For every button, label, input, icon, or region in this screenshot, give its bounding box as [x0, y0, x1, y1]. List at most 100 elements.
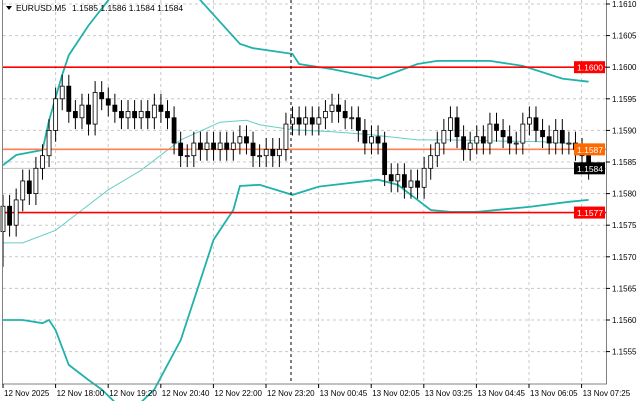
resistance-price-badge [574, 61, 605, 74]
bear-candle [165, 111, 170, 119]
bear-candle [250, 142, 256, 157]
bear-candle [119, 111, 124, 119]
y-tick-label: 1.1575 [612, 221, 637, 230]
bull-candle [276, 148, 282, 157]
x-tick-label: 13 Nov 03:25 [425, 389, 473, 398]
ohlc-values: 1.1585 1.1586 1.1584 1.1584 [72, 3, 183, 13]
bear-candle [224, 142, 230, 150]
x-tick-label: 12 Nov 19:20 [109, 389, 157, 398]
bull-candle [263, 148, 269, 157]
bear-candle [415, 180, 420, 188]
bear-candle [197, 142, 203, 150]
bull-candle [230, 142, 236, 150]
y-tick-label: 1.1555 [612, 348, 637, 357]
bear-candle [375, 136, 381, 144]
pivot-price-badge [574, 143, 605, 156]
bear-candle [86, 104, 91, 125]
bear-candle [494, 123, 499, 131]
bull-candle [487, 123, 493, 144]
y-tick-label: 1.1605 [612, 32, 637, 41]
bull-candle [79, 104, 85, 119]
price-axis[interactable]: 1.1610 1.1605 1.1600 1.1595 1.1590 1.1585 1.15… [606, 0, 637, 357]
bull-candle [53, 98, 59, 131]
bid-price-badge [574, 162, 605, 175]
x-tick-label: 13 Nov 06:05 [530, 389, 578, 398]
bear-candle [336, 104, 341, 112]
bull-candle [13, 199, 19, 226]
bull-candle [329, 104, 335, 112]
y-tick-label: 1.1565 [612, 284, 637, 293]
bull-candle [349, 117, 355, 120]
bear-candle [355, 117, 361, 131]
bull-candle [92, 92, 98, 125]
bid-price-label: 1.1584 [577, 164, 603, 174]
bollinger-upper-line [2, 0, 589, 166]
bear-candle [461, 136, 467, 150]
level-labels: 1.1600 1.1587 1.1584 1.1577 [574, 61, 605, 219]
x-tick-label: 12 Nov 23:20 [267, 389, 315, 398]
pivot-price-label: 1.1587 [577, 145, 603, 155]
bull-candle [40, 155, 45, 169]
bear-candle [500, 129, 506, 138]
x-tick-label: 13 Nov 02:05 [372, 389, 420, 398]
bear-candle [296, 117, 302, 125]
bear-candle [158, 104, 164, 112]
bull-candle [553, 129, 559, 144]
support-price-label: 1.1577 [577, 208, 603, 218]
y-tick-label: 1.1595 [612, 95, 637, 104]
bollinger-lower-line [3, 178, 589, 401]
bull-candle [59, 85, 65, 100]
bear-candle [388, 174, 394, 182]
bull-candle [566, 142, 572, 145]
bear-candle [382, 142, 388, 176]
bear-candle [480, 136, 486, 144]
bull-candle [369, 136, 374, 144]
bear-candle [99, 92, 105, 100]
bull-candle [151, 104, 157, 119]
bull-candle [204, 142, 210, 150]
resistance-price-label: 1.1600 [577, 63, 603, 73]
bull-candle [467, 142, 473, 150]
bull-candle [237, 136, 243, 144]
y-tick-label: 1.1580 [612, 190, 637, 199]
bull-candle [520, 123, 526, 144]
bear-candle [401, 174, 407, 188]
triangle-down-icon[interactable] [6, 6, 12, 10]
bear-candle [112, 104, 118, 112]
bull-candle [408, 180, 414, 188]
bull-candle [527, 117, 532, 125]
bull-candle [191, 142, 197, 157]
bear-candle [342, 111, 348, 119]
bear-candle [171, 117, 177, 144]
bull-candle [138, 111, 144, 119]
bull-candle [125, 111, 131, 119]
x-tick-label: 12 Nov 20:40 [162, 389, 210, 398]
bull-candle [474, 136, 480, 144]
x-tick-label: 12 Nov 22:00 [214, 389, 262, 398]
x-tick-label: 13 Nov 00:45 [320, 389, 368, 398]
bollinger-bands [2, 0, 589, 401]
bull-candle [20, 180, 26, 201]
bear-candle [309, 117, 315, 125]
y-tick-label: 1.1600 [612, 63, 637, 72]
symbol-label: EURUSD.M5 [16, 3, 66, 13]
bear-candle [211, 142, 216, 150]
bull-candle [513, 142, 519, 145]
bear-candle [533, 117, 539, 131]
bear-candle [105, 98, 111, 106]
plot-border [2, 0, 607, 385]
grid [3, 0, 606, 384]
bull-candle [257, 155, 263, 158]
y-tick-label: 1.1610 [612, 0, 637, 9]
x-tick-label: 12 Nov 2025 [4, 389, 50, 398]
x-tick-label: 12 Nov 18:00 [57, 389, 105, 398]
time-axis[interactable]: 12 Nov 2025 12 Nov 18:00 12 Nov 19:20 12 No… [2, 384, 631, 398]
y-tick-label: 1.1570 [612, 253, 637, 262]
bull-candle [303, 117, 309, 125]
bear-candle [72, 111, 78, 119]
bear-candle [26, 180, 32, 195]
bull-candle [316, 117, 322, 125]
bear-candle [132, 111, 138, 119]
bear-candle [66, 85, 72, 112]
